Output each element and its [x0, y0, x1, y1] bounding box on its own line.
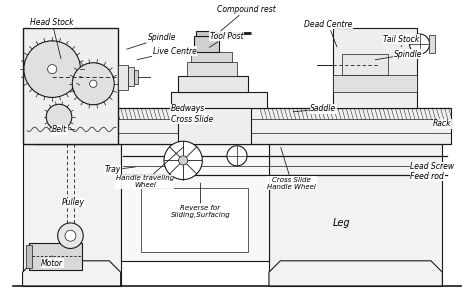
Circle shape — [410, 34, 429, 54]
Bar — [118, 65, 128, 90]
Text: Handle traveling
Wheel: Handle traveling Wheel — [116, 147, 183, 188]
Bar — [333, 74, 417, 92]
Bar — [333, 28, 417, 108]
Text: Motor: Motor — [41, 256, 63, 268]
Bar — [194, 36, 219, 52]
Bar — [29, 243, 82, 270]
Circle shape — [72, 63, 114, 105]
Bar — [196, 31, 217, 36]
Circle shape — [46, 104, 72, 130]
Bar — [134, 70, 138, 84]
Text: Dead Centre: Dead Centre — [304, 20, 353, 47]
Text: Spindle: Spindle — [127, 33, 176, 49]
Circle shape — [65, 230, 76, 241]
Bar — [269, 145, 442, 286]
Text: Bedways: Bedways — [171, 105, 205, 114]
Polygon shape — [269, 261, 442, 286]
Circle shape — [47, 65, 57, 74]
Bar — [141, 188, 248, 252]
Polygon shape — [23, 261, 121, 286]
Text: Belt: Belt — [52, 125, 75, 134]
Circle shape — [164, 141, 202, 180]
Circle shape — [227, 146, 247, 166]
Bar — [23, 145, 121, 286]
Bar — [128, 67, 134, 86]
Text: Saddle: Saddle — [293, 105, 336, 114]
Bar — [178, 76, 248, 92]
Bar — [23, 28, 118, 145]
Bar — [187, 62, 237, 76]
Text: Tool Post: Tool Post — [210, 32, 243, 47]
Text: Compound rest: Compound rest — [215, 5, 275, 35]
Text: Head Stock: Head Stock — [30, 18, 74, 59]
Circle shape — [90, 80, 97, 87]
Bar — [178, 108, 251, 145]
Bar — [428, 35, 435, 53]
Text: Live Centre: Live Centre — [137, 46, 196, 60]
Circle shape — [179, 156, 188, 165]
Text: Lead Screw: Lead Screw — [410, 162, 455, 171]
Bar — [26, 245, 32, 268]
Bar — [121, 145, 269, 261]
Text: Reverse for
Sliding,Surfacing: Reverse for Sliding,Surfacing — [171, 183, 230, 218]
Text: Rack: Rack — [432, 119, 452, 128]
Text: Leg: Leg — [333, 218, 351, 228]
Text: Pulley: Pulley — [61, 198, 84, 207]
Text: Cross Slide: Cross Slide — [171, 115, 213, 124]
Text: Spindle: Spindle — [375, 49, 423, 60]
Text: Tray: Tray — [105, 165, 135, 174]
Bar — [342, 54, 388, 74]
Text: Feed rod: Feed rod — [410, 172, 444, 181]
Bar — [171, 92, 267, 108]
Circle shape — [24, 41, 81, 97]
Circle shape — [58, 223, 83, 249]
Bar — [34, 108, 451, 145]
Bar — [191, 52, 232, 62]
Text: Cross Slide
Handle Wheel: Cross Slide Handle Wheel — [267, 148, 316, 190]
Text: Tail Stock: Tail Stock — [383, 35, 419, 47]
